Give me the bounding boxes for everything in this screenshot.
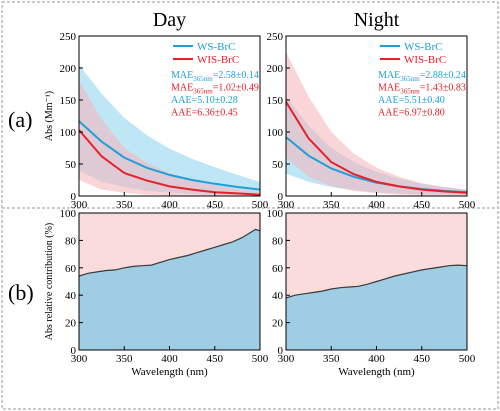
x-tick-label: 450 xyxy=(414,199,431,211)
chart-title: Night xyxy=(354,9,400,31)
chart-a-night: 0 50 100 150 200 250 300 350 400 450 500 Night WS-Br… xyxy=(267,9,476,211)
y-axis-label: Abs (Mm⁻¹) xyxy=(44,91,55,141)
y-axis-label: Abs relative contribution (%) xyxy=(44,223,55,340)
plot-frame xyxy=(78,212,261,351)
y-tick-label: 50 xyxy=(65,159,77,171)
x-tick-label: 400 xyxy=(161,353,178,365)
x-axis-label: Wavelength (nm) xyxy=(131,366,208,378)
y-tick-label: 20 xyxy=(272,318,284,330)
y-tick-label: 80 xyxy=(65,235,77,247)
y-tick-label: 200 xyxy=(60,63,77,75)
x-tick-label: 450 xyxy=(414,353,431,365)
x-tick-label: 450 xyxy=(207,199,224,211)
x-tick-label: 350 xyxy=(323,353,340,365)
y-tick-label: 50 xyxy=(272,159,284,171)
x-axis-label: Wavelength (nm) xyxy=(338,366,415,378)
y-tick-label: 0 xyxy=(71,345,77,357)
y-tick-label: 250 xyxy=(60,31,77,43)
x-tick-label: 300 xyxy=(278,199,295,211)
y-tick-label: 60 xyxy=(272,263,284,275)
y-tick-label: 200 xyxy=(267,63,284,75)
y-tick-label: 40 xyxy=(65,290,77,302)
x-tick-label: 400 xyxy=(368,199,385,211)
chart-b-day: 0 20 40 60 80 100 300 350 400 450 500 Wavelength (n… xyxy=(44,208,269,378)
band-wis-brc xyxy=(79,80,260,196)
y-tick-label: 100 xyxy=(60,127,77,139)
x-tick-label: 300 xyxy=(71,353,88,365)
legend-label: WS-BrC xyxy=(197,41,236,53)
series-line-wis-brc xyxy=(285,101,468,194)
x-tick-label: 350 xyxy=(116,199,133,211)
y-tick-label: 150 xyxy=(60,95,77,107)
x-tick-label: 350 xyxy=(323,199,340,211)
x-tick-label: 500 xyxy=(459,353,476,365)
x-tick-label: 300 xyxy=(278,353,295,365)
series-line-ws-brc xyxy=(78,120,261,191)
y-tick-label: 60 xyxy=(65,263,77,275)
annotation-text: MAE365nm=1.43±0.83 xyxy=(378,83,466,96)
y-tick-label: 250 xyxy=(267,31,284,43)
chart-b-night: 0 20 40 60 80 100 300 350 400 450 500 Wavelength (n… xyxy=(267,208,476,378)
legend-label: WS-BrC xyxy=(404,41,443,53)
x-tick-label: 350 xyxy=(116,353,133,365)
plot-frame xyxy=(285,212,468,351)
annotation-text: AAE=5.51±0.40 xyxy=(378,95,445,106)
panel-label-b: (b) xyxy=(8,280,34,305)
legend-label: WIS-BrC xyxy=(404,54,446,66)
annotation-text: AAE=5.10±0.28 xyxy=(171,95,238,106)
y-tick-label: 0 xyxy=(278,191,284,203)
area-boundary-line xyxy=(285,264,468,299)
x-tick-label: 400 xyxy=(368,353,385,365)
area-boundary-line xyxy=(78,228,261,277)
y-tick-label: 40 xyxy=(272,290,284,302)
plot-frame xyxy=(78,35,261,197)
x-tick-label: 400 xyxy=(161,199,178,211)
x-tick-label: 450 xyxy=(207,353,224,365)
chart-title: Day xyxy=(153,9,186,31)
x-tick-label: 500 xyxy=(252,353,269,365)
y-tick-label: 100 xyxy=(267,127,284,139)
y-tick-label: 20 xyxy=(65,318,77,330)
y-tick-label: 0 xyxy=(278,345,284,357)
y-tick-label: 80 xyxy=(272,235,284,247)
series-line-wis-brc xyxy=(78,129,261,196)
area-ws-brc xyxy=(286,265,467,350)
annotation-text: AAE=6.36±0.45 xyxy=(171,108,238,119)
plot-frame xyxy=(285,35,468,197)
chart-a-day: 0 50 100 150 200 250 300 350 400 450 500 Day Abs (Mm… xyxy=(44,9,269,211)
annotation-text: MAE365nm=1.02±0.49 xyxy=(171,83,259,96)
annotation-text: MAE365nm=2.58±0.14 xyxy=(171,70,259,83)
x-tick-label: 500 xyxy=(459,199,476,211)
y-tick-label: 100 xyxy=(267,208,284,220)
y-tick-label: 150 xyxy=(267,95,284,107)
y-tick-label: 0 xyxy=(71,191,77,203)
x-tick-label: 300 xyxy=(71,199,88,211)
y-tick-label: 100 xyxy=(60,208,77,220)
band-wis-brc xyxy=(286,52,467,196)
x-tick-label: 500 xyxy=(252,199,269,211)
area-ws-brc xyxy=(79,229,260,350)
annotation-text: AAE=6.97±0.80 xyxy=(378,108,445,119)
annotation-text: MAE365nm=2.88±0.24 xyxy=(378,70,466,83)
legend-label: WIS-BrC xyxy=(197,54,239,66)
panel-label-a: (a) xyxy=(8,107,32,132)
